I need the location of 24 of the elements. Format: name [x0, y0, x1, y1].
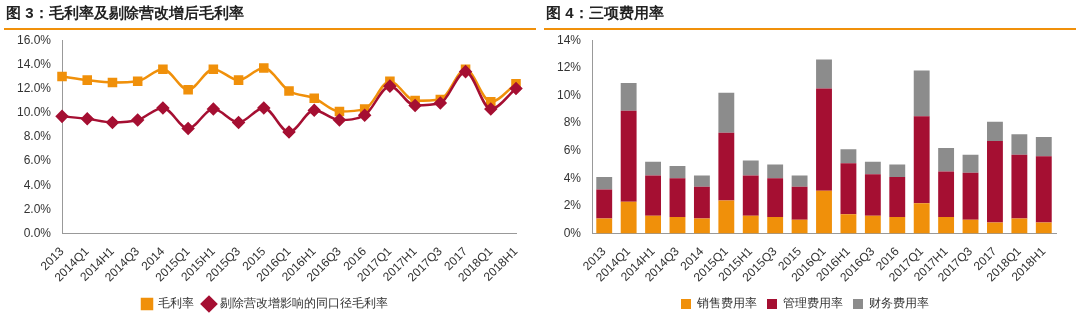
legend-label: 毛利率: [158, 296, 194, 311]
chart-title: 图 3：毛利率及剔除营改增后毛利率: [4, 0, 536, 30]
legend-label: 剔除营改增影响的同口径毛利率: [220, 296, 388, 311]
y-tick-label: 2.0%: [23, 201, 52, 216]
y-tick-label: 6%: [563, 143, 582, 158]
y-tick-label: 12.0%: [16, 80, 52, 95]
y-tick-label: 16.0%: [16, 32, 52, 47]
legend-label: 销售费用率: [696, 296, 757, 311]
legend-label: 管理费用率: [783, 296, 843, 311]
y-tick-label: 4.0%: [23, 177, 52, 192]
y-tick-label: 0%: [563, 225, 582, 240]
y-tick-label: 4%: [563, 170, 582, 185]
y-tick-label: 12%: [556, 60, 582, 75]
y-tick-label: 0.0%: [23, 225, 52, 240]
y-tick-label: 8%: [563, 115, 582, 130]
chart-title: 图 4：三项费用率: [544, 0, 1076, 30]
y-tick-label: 10%: [556, 87, 582, 102]
y-tick-label: 8.0%: [23, 129, 52, 144]
y-tick-label: 14.0%: [16, 56, 52, 71]
y-tick-label: 6.0%: [23, 153, 52, 168]
y-tick-label: 2%: [563, 198, 582, 213]
y-tick-label: 10.0%: [16, 105, 52, 120]
legend-label: 财务费用率: [869, 296, 929, 311]
y-tick-label: 14%: [556, 32, 582, 47]
